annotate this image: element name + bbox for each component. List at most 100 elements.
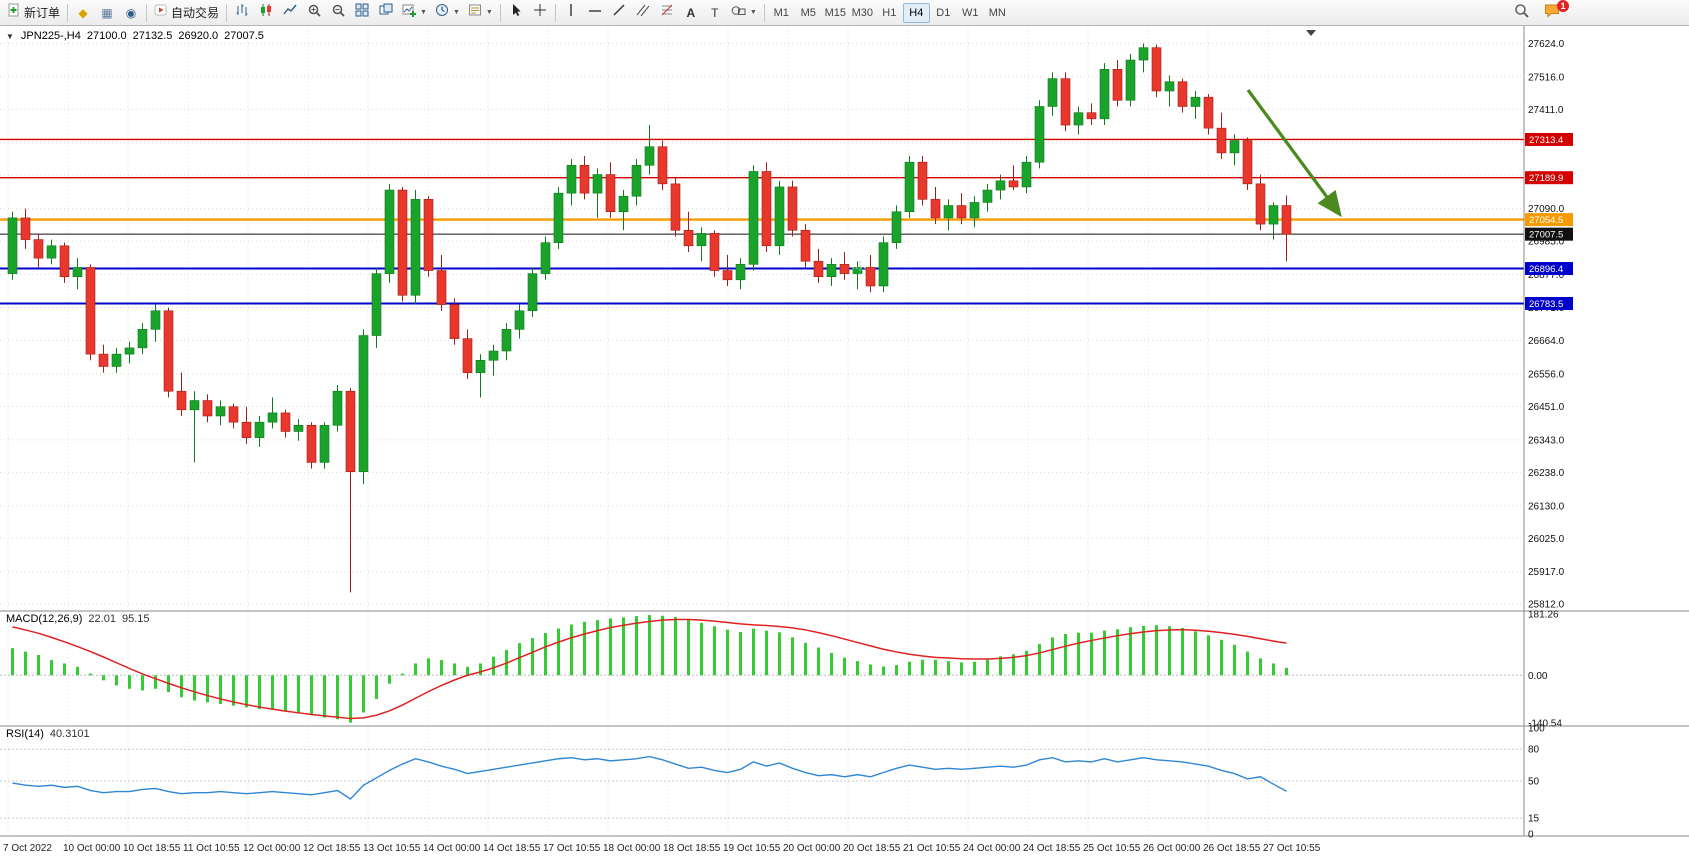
text-tool-button[interactable]: A xyxy=(679,2,703,24)
autotrading-button[interactable]: 自动交易 xyxy=(150,2,223,24)
timeframe-m15-button[interactable]: M15 xyxy=(824,6,846,19)
timeframe-m1-button[interactable]: M1 xyxy=(773,6,789,19)
ohlc-low: 26920.0 xyxy=(178,30,219,42)
horizontal-line-tool-button[interactable] xyxy=(583,2,607,24)
svg-text:0.00: 0.00 xyxy=(1528,671,1548,682)
cursor-icon xyxy=(509,3,523,22)
chevron-down-icon: ▼ xyxy=(452,9,460,16)
svg-text:27516.0: 27516.0 xyxy=(1528,72,1565,83)
tile-windows-icon xyxy=(355,3,369,22)
line-chart-icon xyxy=(283,3,297,22)
crosshair-button[interactable] xyxy=(528,2,552,24)
line-chart-button[interactable] xyxy=(278,2,302,24)
trend-arrow[interactable] xyxy=(1246,89,1342,218)
svg-text:26985.0: 26985.0 xyxy=(1528,237,1565,248)
chevron-down-icon: ▼ xyxy=(485,9,493,16)
svg-text:24 Oct 18:55: 24 Oct 18:55 xyxy=(1023,843,1081,854)
rsi-indicator-name: RSI(14) xyxy=(6,728,44,740)
arrange-windows-button[interactable] xyxy=(374,2,398,24)
chevron-down-icon: ▼ xyxy=(420,9,427,16)
cursor-button[interactable] xyxy=(504,2,528,24)
new-chart-button[interactable]: ▼ xyxy=(398,2,431,24)
chevron-down-icon: ▼ xyxy=(749,9,757,16)
macd-main-value: 22.01 xyxy=(88,613,116,625)
svg-text:10 Oct 00:00: 10 Oct 00:00 xyxy=(63,843,121,854)
fibonacci-icon xyxy=(660,3,674,22)
notifications-button[interactable]: 1 xyxy=(1540,0,1569,24)
ohlc-open: 27100.0 xyxy=(86,30,127,42)
svg-text:10 Oct 18:55: 10 Oct 18:55 xyxy=(123,843,181,854)
periods-button[interactable]: ▼ xyxy=(431,2,464,24)
data-window-button[interactable]: ▦ xyxy=(95,2,119,24)
oneclick-trading-arrow-icon[interactable]: ▼ xyxy=(6,31,14,41)
templates-button[interactable]: ▼ xyxy=(464,2,497,24)
timeframe-mn-button[interactable]: MN xyxy=(988,6,1006,19)
new-order-button[interactable]: 新订单 xyxy=(3,2,64,24)
chart-canvas[interactable]: 7 Oct 2022 10 Oct 00:00 10 Oct 18:55 11 Oct… xyxy=(0,26,1689,863)
chart-area[interactable]: 7 Oct 2022 10 Oct 00:00 10 Oct 18:55 11 Oct… xyxy=(0,26,1689,863)
new-order-icon xyxy=(7,3,21,22)
svg-text:26556.0: 26556.0 xyxy=(1528,369,1565,380)
timeframe-w1-button[interactable]: W1 xyxy=(962,6,979,19)
svg-text:26896.4: 26896.4 xyxy=(1529,264,1563,275)
shapes-tool-button[interactable]: ▼ xyxy=(727,2,761,24)
search-icon xyxy=(1514,3,1530,24)
svg-text:80: 80 xyxy=(1528,745,1540,756)
channel-tool-button[interactable] xyxy=(631,2,655,24)
channel-icon xyxy=(636,3,650,22)
zoom-out-button[interactable] xyxy=(326,2,350,24)
clock-icon xyxy=(435,3,449,22)
label-tool-button[interactable]: T xyxy=(703,2,727,24)
autotrading-label: 自动交易 xyxy=(171,6,220,20)
svg-text:18 Oct 00:00: 18 Oct 00:00 xyxy=(603,843,661,854)
candlesticks xyxy=(7,43,1292,593)
svg-text:26130.0: 26130.0 xyxy=(1528,501,1565,512)
macd-signal-line xyxy=(12,618,1287,720)
svg-text:25812.0: 25812.0 xyxy=(1528,600,1565,611)
svg-text:19 Oct 10:55: 19 Oct 10:55 xyxy=(723,843,781,854)
svg-text:13 Oct 10:55: 13 Oct 10:55 xyxy=(363,843,421,854)
zoom-out-icon xyxy=(331,3,346,23)
text-tool-icon: A xyxy=(686,5,696,20)
candlestick-chart-icon xyxy=(259,3,273,22)
svg-text:25917.0: 25917.0 xyxy=(1528,567,1565,578)
chart-shift-marker[interactable] xyxy=(1306,30,1316,36)
svg-text:27090.0: 27090.0 xyxy=(1528,204,1565,215)
svg-text:26664.0: 26664.0 xyxy=(1528,336,1565,347)
label-tool-icon: T xyxy=(711,5,719,20)
svg-text:0: 0 xyxy=(1528,830,1534,841)
svg-text:26 Oct 00:00: 26 Oct 00:00 xyxy=(1143,843,1201,854)
chart-ohlc-header: ▼ JPN225-,H4 27100.0 27132.5 26920.0 270… xyxy=(6,30,264,42)
trendline-tool-button[interactable] xyxy=(607,2,631,24)
timeframe-h1-button[interactable]: H1 xyxy=(882,6,897,19)
timeframe-d1-button[interactable]: D1 xyxy=(936,6,951,19)
fibonacci-tool-button[interactable] xyxy=(655,2,679,24)
zoom-in-button[interactable] xyxy=(302,2,326,24)
timeframe-m5-button[interactable]: M5 xyxy=(800,6,816,19)
bar-chart-button[interactable] xyxy=(230,2,254,24)
toolbar-separator xyxy=(67,3,69,22)
toolbar-separator xyxy=(146,3,148,22)
tile-windows-button[interactable] xyxy=(350,2,374,24)
svg-text:50: 50 xyxy=(1528,777,1540,788)
navigator-button[interactable]: ◉ xyxy=(119,2,143,24)
svg-text:12 Oct 00:00: 12 Oct 00:00 xyxy=(243,843,301,854)
market-watch-button[interactable]: ◆ xyxy=(71,2,95,24)
svg-text:26025.0: 26025.0 xyxy=(1528,534,1565,545)
candlestick-chart-button[interactable] xyxy=(254,2,278,24)
toolbar-separator xyxy=(554,3,556,22)
svg-text:27054.5: 27054.5 xyxy=(1529,215,1563,226)
vertical-line-tool-button[interactable] xyxy=(559,2,583,24)
toolbar: 新订单 ◆ ▦ ◉ 自动交易 ▼ ▼ ▼ A T ▼ M1 M5 M15 M30… xyxy=(0,0,1689,26)
svg-text:26343.0: 26343.0 xyxy=(1528,435,1565,446)
search-button[interactable] xyxy=(1510,2,1534,24)
templates-icon xyxy=(468,3,482,22)
timeframe-m30-button[interactable]: M30 xyxy=(851,6,873,19)
chart-symbol-period: JPN225-,H4 xyxy=(20,30,81,42)
svg-text:17 Oct 10:55: 17 Oct 10:55 xyxy=(543,843,601,854)
svg-text:27411.0: 27411.0 xyxy=(1528,105,1564,116)
timeframe-h4-button[interactable]: H4 xyxy=(902,2,930,23)
svg-text:26451.0: 26451.0 xyxy=(1528,402,1565,413)
svg-text:14 Oct 00:00: 14 Oct 00:00 xyxy=(423,843,481,854)
svg-text:20 Oct 18:55: 20 Oct 18:55 xyxy=(843,843,901,854)
